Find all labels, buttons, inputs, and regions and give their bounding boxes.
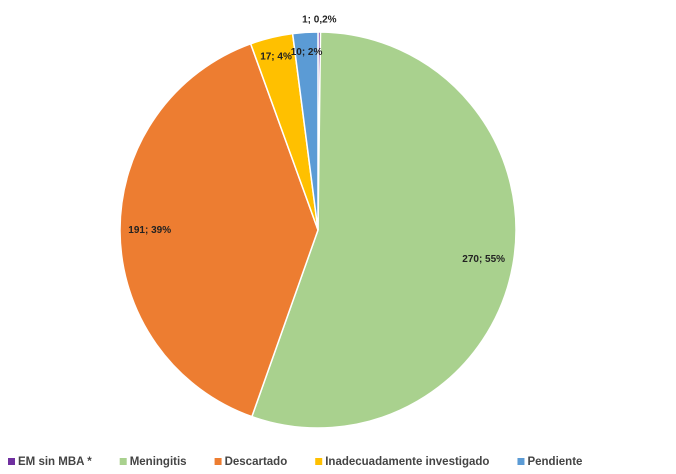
data-label: 191; 39% — [128, 225, 171, 236]
pie-slice — [250, 31, 517, 429]
legend-swatch — [315, 458, 323, 465]
data-label: 10; 2% — [291, 47, 323, 58]
legend-swatch — [517, 458, 525, 465]
pie-slice — [119, 42, 319, 418]
data-label: 270; 55% — [462, 254, 505, 265]
legend-label: Meningitis — [130, 456, 187, 468]
data-label: 1; 0,2% — [302, 15, 337, 26]
legend-label: Pendiente — [527, 456, 582, 468]
legend-label: EM sin MBA * — [18, 456, 92, 468]
legend-swatch — [214, 458, 222, 465]
legend-swatch — [119, 458, 127, 465]
pie-slice — [291, 31, 319, 231]
data-label: 17; 4% — [260, 51, 292, 62]
legend-label: Descartado — [225, 456, 288, 468]
legend-label: Inadecuadamente investigado — [325, 456, 489, 468]
legend-swatch — [8, 458, 15, 465]
